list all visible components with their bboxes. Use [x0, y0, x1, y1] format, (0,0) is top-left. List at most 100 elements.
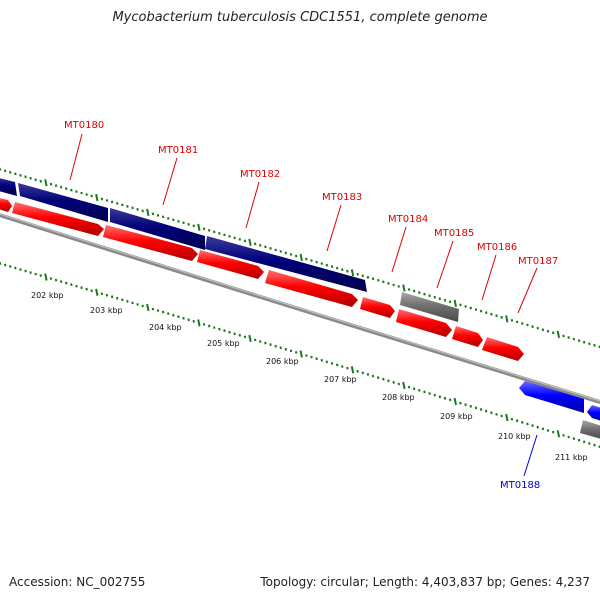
- minor-tick: [187, 318, 190, 322]
- navy-block-3: [110, 208, 205, 250]
- kbp-label: 208 kbp: [382, 393, 415, 402]
- minor-tick: [182, 316, 185, 320]
- minor-tick: [274, 344, 277, 348]
- minor-tick: [19, 173, 22, 177]
- minor-tick: [500, 414, 503, 418]
- minor-tick: [320, 262, 323, 265]
- minor-tick: [192, 319, 195, 323]
- minor-tick: [588, 342, 591, 346]
- gene-label: MT0182: [240, 169, 280, 180]
- minor-tick: [70, 283, 73, 287]
- gray-gene-right: [580, 420, 600, 439]
- major-tick: [95, 193, 99, 202]
- minor-tick: [65, 187, 68, 191]
- gene-arrow: [0, 198, 12, 212]
- minor-tick: [177, 219, 180, 223]
- minor-tick: [531, 325, 534, 329]
- minor-tick: [320, 358, 323, 362]
- minor-tick: [356, 369, 359, 373]
- minor-tick: [433, 295, 436, 299]
- minor-tick: [14, 172, 17, 176]
- kbp-label: 210 kbp: [498, 432, 531, 441]
- map-title: Mycobacterium tuberculosis CDC1551, comp…: [112, 10, 488, 25]
- minor-tick: [412, 387, 416, 391]
- minor-tick: [19, 268, 22, 271]
- minor-tick: [49, 277, 53, 280]
- minor-tick: [567, 336, 570, 339]
- kbp-label: 209 kbp: [440, 412, 473, 421]
- major-tick: [402, 284, 406, 292]
- minor-tick: [469, 306, 472, 310]
- minor-tick: [392, 283, 395, 287]
- leader-line: [523, 434, 538, 477]
- minor-tick: [151, 307, 155, 311]
- minor-tick: [207, 324, 211, 328]
- minor-tick: [151, 212, 155, 216]
- minor-tick: [9, 170, 12, 174]
- minor-tick: [156, 213, 160, 217]
- major-tick: [556, 330, 561, 338]
- minor-tick: [582, 440, 586, 444]
- minor-tick: [382, 377, 385, 381]
- major-tick: [350, 269, 355, 277]
- leader-line: [436, 240, 454, 289]
- minor-tick: [315, 260, 318, 264]
- minor-tick: [284, 347, 288, 351]
- minor-tick: [443, 298, 447, 302]
- minor-tick: [325, 360, 329, 364]
- minor-tick: [423, 292, 426, 296]
- gene-label: MT0187: [518, 256, 558, 267]
- gene-arrow: [12, 202, 104, 236]
- major-tick: [95, 288, 99, 296]
- minor-tick: [167, 216, 170, 220]
- minor-tick: [223, 329, 226, 333]
- major-tick: [44, 273, 48, 281]
- minor-tick: [443, 396, 447, 400]
- minor-tick: [34, 272, 37, 276]
- gene-label: MT0184: [388, 214, 428, 225]
- leader-line: [517, 267, 538, 314]
- minor-tick: [433, 393, 436, 397]
- minor-tick: [412, 289, 416, 293]
- minor-tick: [243, 335, 247, 339]
- minor-tick: [233, 332, 236, 336]
- kbp-labels: 202 kbp 203 kbp 204 kbp 205 kbp 206 kbp …: [31, 291, 588, 462]
- minor-tick: [387, 281, 390, 285]
- kbp-label: 205 kbp: [207, 339, 240, 348]
- gene-label: MT0181: [158, 145, 198, 156]
- minor-tick: [39, 179, 42, 183]
- minor-tick: [75, 190, 78, 193]
- minor-tick: [438, 395, 442, 399]
- minor-tick: [85, 193, 88, 196]
- minor-tick: [515, 320, 519, 324]
- major-tick: [556, 430, 561, 438]
- leader-line: [481, 254, 497, 301]
- minor-tick: [382, 280, 385, 284]
- minor-tick: [341, 365, 344, 368]
- minor-tick: [59, 280, 63, 284]
- forward-genes: [0, 198, 524, 361]
- minor-tick: [34, 178, 37, 182]
- minor-tick: [156, 309, 160, 312]
- minor-tick: [479, 309, 483, 313]
- minor-tick: [3, 263, 7, 267]
- minor-tick: [213, 230, 216, 234]
- minor-tick: [3, 169, 7, 173]
- minor-tick: [253, 242, 257, 246]
- leader-line: [245, 181, 260, 229]
- minor-tick: [562, 334, 565, 338]
- navy-block-4: [205, 236, 367, 292]
- major-tick: [248, 334, 252, 343]
- minor-tick: [371, 374, 375, 378]
- gene-arrow: [452, 326, 483, 347]
- reverse-gene-arrow: [587, 405, 600, 421]
- minor-tick: [49, 182, 53, 186]
- minor-tick: [325, 263, 329, 267]
- reverse-gene-arrow: [519, 381, 584, 413]
- minor-tick: [546, 429, 550, 432]
- minor-tick: [490, 411, 493, 415]
- minor-tick: [59, 185, 63, 189]
- minor-tick: [269, 246, 272, 250]
- minor-tick: [9, 265, 12, 268]
- leader-line: [162, 157, 178, 206]
